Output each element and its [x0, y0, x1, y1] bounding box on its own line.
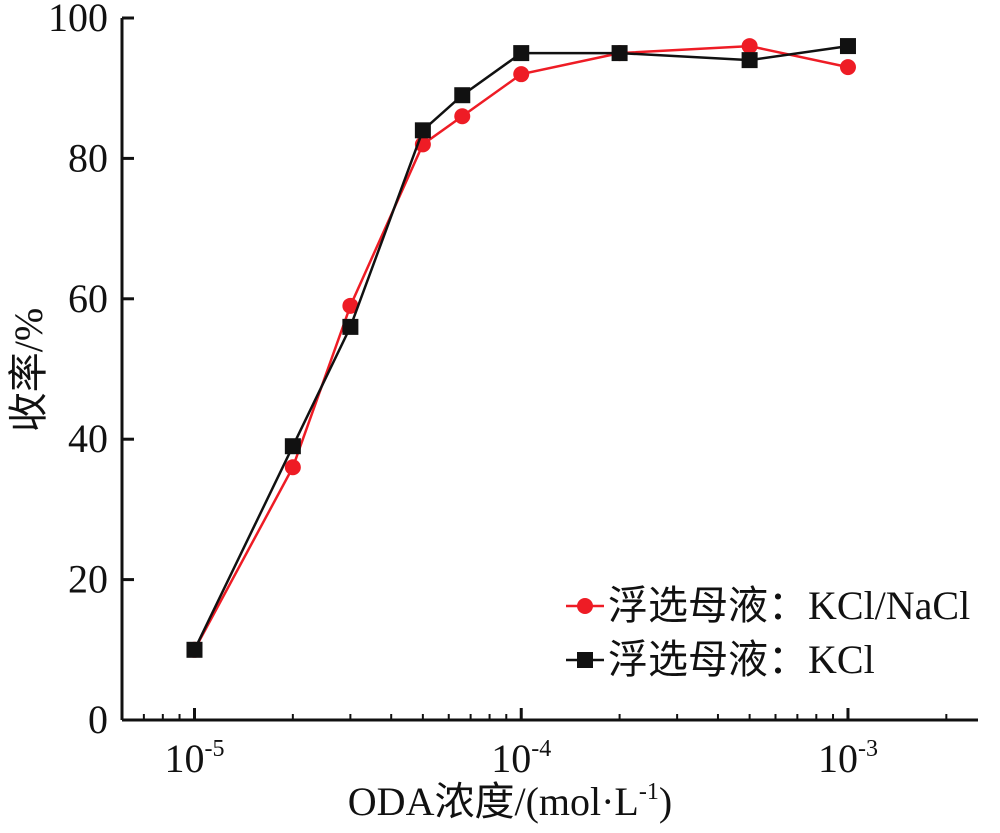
series-kcl: [186, 38, 856, 658]
x-tick-label: 10-4: [491, 736, 551, 781]
data-point-circle: [513, 66, 530, 83]
x-tick-label: 10-5: [164, 736, 224, 781]
data-point-square: [284, 438, 301, 455]
y-axis-title: 收率/%: [6, 308, 51, 432]
series-kcl-nacl: [186, 38, 856, 658]
data-point-circle: [741, 38, 758, 55]
y-tick-label: 60: [68, 276, 108, 321]
y-tick-label: 20: [68, 557, 108, 602]
legend-marker-circle: [577, 598, 593, 614]
axes: [120, 18, 978, 722]
data-point-square: [454, 87, 471, 104]
series-line: [193, 44, 849, 651]
data-point-square: [611, 45, 628, 62]
series-line: [193, 44, 849, 651]
data-point-circle: [454, 108, 471, 125]
y-tick-label: 0: [88, 697, 108, 742]
legend-label: 浮选母液：KCl/NaCl: [608, 583, 970, 628]
data-point-circle: [284, 459, 301, 476]
x-tick-label: 10-3: [818, 736, 878, 781]
data-point-square: [513, 45, 530, 62]
x-axis-title: ODA浓度/(mol·L-1): [348, 779, 672, 824]
data-point-square: [342, 318, 359, 335]
data-point-square: [741, 52, 758, 69]
legend-marker-square: [577, 652, 593, 668]
legend-label: 浮选母液：KCl: [608, 637, 875, 682]
data-point-square: [414, 122, 431, 139]
legend: 浮选母液：KCl/NaCl 浮选母液：KCl: [566, 583, 970, 682]
data-point-square: [839, 38, 856, 55]
legend-item: 浮选母液：KCl: [566, 637, 875, 682]
data-point-circle: [839, 59, 856, 76]
legend-item: 浮选母液：KCl/NaCl: [566, 583, 970, 628]
y-tick-label: 40: [68, 416, 108, 461]
data-point-circle: [342, 297, 359, 314]
y-tick-label: 100: [48, 0, 108, 40]
data-point-square: [186, 641, 203, 658]
y-tick-label: 80: [68, 135, 108, 180]
